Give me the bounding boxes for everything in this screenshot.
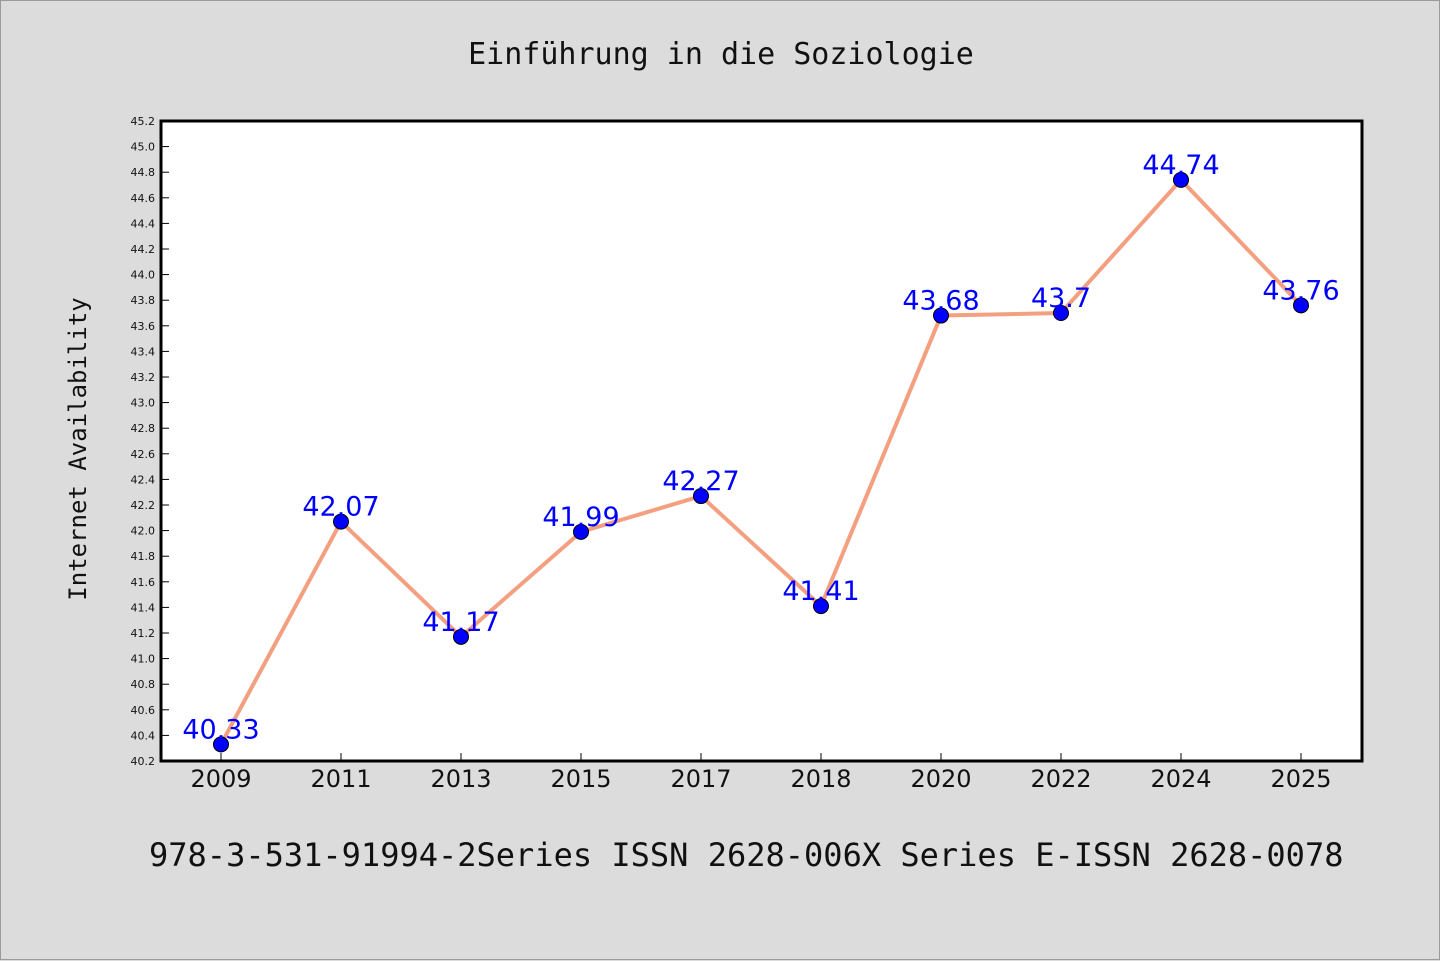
y-tick-label: 45.0 <box>131 141 156 154</box>
y-tick-label: 41.2 <box>131 627 156 640</box>
x-tick-label: 2017 <box>670 765 731 793</box>
y-tick-label: 40.4 <box>131 729 156 742</box>
y-tick-label: 44.0 <box>131 269 156 282</box>
y-tick-label: 43.0 <box>131 397 156 410</box>
data-label: 41.17 <box>422 607 499 638</box>
data-point <box>453 628 469 645</box>
y-tick-label: 41.8 <box>131 550 156 563</box>
y-tick-label: 44.4 <box>131 217 156 230</box>
y-tick-label: 42.0 <box>131 525 156 538</box>
y-tick-label: 42.8 <box>131 422 156 435</box>
data-label: 43.76 <box>1262 275 1339 306</box>
y-tick-label: 43.8 <box>131 294 156 307</box>
x-axis-ticks: 2009 2011 2013 2015 2017 2018 2020 2022 2024 2025 <box>190 753 1332 793</box>
y-tick-label: 43.4 <box>131 345 156 358</box>
data-point <box>333 513 349 530</box>
y-tick-label: 45.2 <box>131 115 156 128</box>
series-group <box>213 171 1309 753</box>
data-point <box>813 598 829 615</box>
x-tick-label: 2025 <box>1270 765 1331 793</box>
data-point <box>933 307 949 324</box>
y-tick-label: 42.6 <box>131 448 156 461</box>
y-axis-label: Internet Availability <box>64 297 92 600</box>
x-tick-label: 2020 <box>910 765 971 793</box>
data-label: 44.74 <box>1142 150 1219 181</box>
data-label: 41.41 <box>782 576 859 607</box>
x-tick-label: 2009 <box>190 765 251 793</box>
y-tick-label: 43.6 <box>131 320 156 333</box>
y-tick-label: 44.8 <box>131 166 156 179</box>
data-label: 41.99 <box>542 502 619 533</box>
data-point <box>1293 297 1309 314</box>
y-tick-label: 42.2 <box>131 499 156 512</box>
x-tick-label: 2024 <box>1150 765 1211 793</box>
y-tick-label: 40.6 <box>131 704 156 717</box>
y-tick-label: 40.2 <box>131 755 156 768</box>
data-point <box>573 523 589 540</box>
y-tick-label: 42.4 <box>131 473 156 486</box>
chart-title: Einführung in die Soziologie <box>468 37 974 72</box>
x-tick-label: 2018 <box>790 765 851 793</box>
y-tick-label: 41.4 <box>131 601 156 614</box>
data-point <box>1173 171 1189 188</box>
y-tick-label: 41.6 <box>131 576 156 589</box>
plot-area <box>159 119 1364 763</box>
data-label: 43.68 <box>902 286 979 317</box>
y-tick-label: 40.8 <box>131 678 156 691</box>
x-tick-label: 2015 <box>550 765 611 793</box>
y-axis-ticks: 40.2 40.4 40.6 40.8 41.0 41.2 41.4 41.6 41.8 42.0… <box>131 115 169 768</box>
series-line <box>219 177 1303 746</box>
data-point <box>693 488 709 505</box>
y-tick-label: 44.2 <box>131 243 156 256</box>
x-tick-label: 2011 <box>310 765 371 793</box>
data-point <box>213 736 229 753</box>
data-point <box>1053 305 1069 321</box>
data-label: 42.27 <box>662 466 739 497</box>
x-tick-label: 2013 <box>430 765 491 793</box>
data-label: 42.07 <box>302 492 379 523</box>
data-label-group: 40.33 42.07 41.17 41.99 42.27 41.41 43.68 43.7 4… <box>182 150 1339 745</box>
y-tick-label: 43.2 <box>131 371 156 384</box>
y-tick-label: 44.6 <box>131 192 156 205</box>
data-label: 40.33 <box>182 714 259 745</box>
x-tick-label: 2022 <box>1030 765 1091 793</box>
footer-text: 978-3-531-91994-2Series ISSN 2628-006X S… <box>149 836 1343 874</box>
data-label: 43.7 <box>1031 283 1091 314</box>
y-tick-label: 41.0 <box>131 653 156 666</box>
